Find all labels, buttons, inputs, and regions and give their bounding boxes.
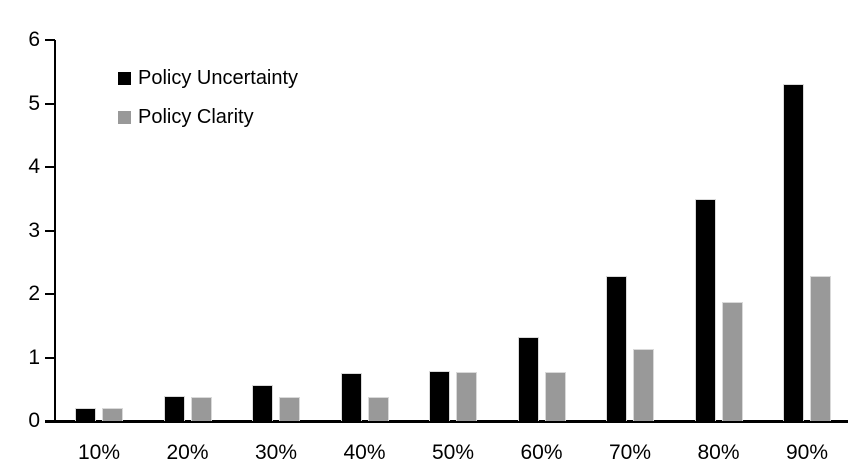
x-label-10%: 10% xyxy=(77,441,121,464)
y-tick-3 xyxy=(45,229,55,232)
y-axis xyxy=(54,40,56,423)
y-tick-label-3: 3 xyxy=(28,218,40,242)
y-tick-label-4: 4 xyxy=(28,155,40,178)
y-tick-4 xyxy=(45,166,55,168)
x-label-20%: 20% xyxy=(166,441,209,464)
y-tick-5 xyxy=(45,102,55,105)
bar-policy-uncertainty-30% xyxy=(252,385,273,421)
legend-item-policy-clarity: Policy Clarity xyxy=(118,105,298,129)
y-tick-0 xyxy=(45,420,55,422)
bar-policy-clarity-60% xyxy=(544,372,566,421)
bar-policy-clarity-70% xyxy=(633,349,654,421)
x-label-50%: 50% xyxy=(431,441,475,464)
x-label-60%: 60% xyxy=(520,441,563,464)
legend-item-policy-uncertainty: Policy Uncertainty xyxy=(118,66,298,90)
bar-policy-uncertainty-80% xyxy=(694,199,716,421)
y-tick-label-0: 0 xyxy=(28,409,40,432)
x-label-70%: 70% xyxy=(608,441,652,464)
y-tick-label-6: 6 xyxy=(28,28,40,51)
x-label-80%: 80% xyxy=(697,441,740,464)
y-tick-6 xyxy=(45,39,55,41)
y-tick-2 xyxy=(45,293,55,295)
bar-policy-uncertainty-40% xyxy=(340,373,362,421)
bar-policy-clarity-90% xyxy=(810,276,831,421)
bar-policy-clarity-40% xyxy=(367,397,389,421)
bar-policy-uncertainty-60% xyxy=(517,337,539,421)
legend-swatch-policy-uncertainty xyxy=(118,71,131,85)
legend-swatch-policy-clarity xyxy=(118,110,131,124)
bar-policy-uncertainty-70% xyxy=(606,276,627,421)
bar-policy-uncertainty-90% xyxy=(783,84,804,421)
legend-label-policy-uncertainty: Policy Uncertainty xyxy=(138,66,299,89)
bar-policy-clarity-10% xyxy=(102,408,123,421)
bar-policy-clarity-20% xyxy=(190,397,212,421)
legend: Policy Uncertainty Policy Clarity xyxy=(118,66,298,144)
y-tick-label-1: 1 xyxy=(28,345,40,369)
bar-policy-clarity-80% xyxy=(721,302,743,421)
y-tick-label-5: 5 xyxy=(28,91,40,115)
bar-policy-clarity-30% xyxy=(279,397,300,421)
x-label-40%: 40% xyxy=(343,441,386,464)
bar-policy-clarity-50% xyxy=(456,372,477,421)
x-label-30%: 30% xyxy=(254,441,298,464)
bar-policy-uncertainty-10% xyxy=(75,408,96,421)
y-tick-label-2: 2 xyxy=(28,282,40,305)
y-tick-1 xyxy=(45,356,55,359)
bar-policy-uncertainty-50% xyxy=(429,371,450,421)
legend-label-policy-clarity: Policy Clarity xyxy=(138,105,254,128)
x-axis xyxy=(45,420,848,423)
bar-policy-uncertainty-20% xyxy=(163,396,185,421)
x-label-90%: 90% xyxy=(785,441,829,464)
